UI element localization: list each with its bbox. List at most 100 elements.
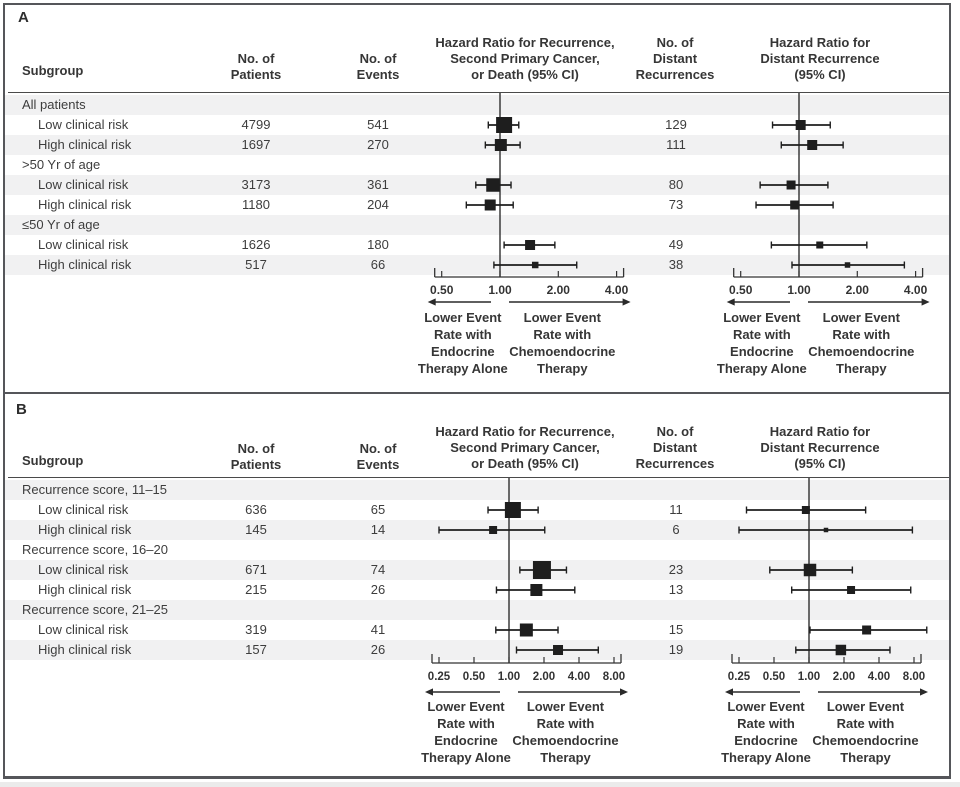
- table-row: All patients: [5, 95, 951, 115]
- axis-tick-label: 1.00: [798, 671, 820, 683]
- column-header-patients-line: No. of: [237, 441, 275, 456]
- cell-distant: 49: [668, 237, 684, 252]
- axis-tick-label: 2.00: [833, 671, 855, 683]
- column-header-events-line: No. of: [359, 51, 397, 66]
- cell-patients: 157: [245, 642, 267, 657]
- column-header-events-line: Events: [356, 457, 400, 472]
- axis-tick-label: 4.00: [904, 283, 928, 297]
- cell-distant: 80: [668, 177, 684, 192]
- table-row: High clinical risk 1697 270 111: [5, 135, 951, 155]
- cell-distant: 23: [668, 562, 684, 577]
- cell-patients: 4799: [241, 117, 271, 132]
- column-header-distant-recurrences-line: Recurrences: [635, 67, 715, 82]
- column-header-hr-distant-line: Distant Recurrence: [760, 51, 880, 66]
- annotation-chemoendocrine-line: Lower Event: [822, 310, 900, 325]
- table-row: ≤50 Yr of age: [5, 215, 951, 235]
- annotation-endocrine-line: Rate with: [732, 327, 791, 342]
- column-header-events-line: No. of: [359, 441, 397, 456]
- annotation-endocrine-line: Rate with: [437, 716, 495, 731]
- row-label: Low clinical risk: [38, 117, 129, 132]
- right-arrow-head: [622, 298, 631, 306]
- cell-distant: 129: [665, 117, 687, 132]
- table-row: Recurrence score, 16–20: [5, 540, 951, 560]
- cell-patients: 517: [245, 257, 267, 272]
- axis-tick-label: 0.50: [763, 671, 785, 683]
- cell-events: 14: [370, 522, 386, 537]
- column-header-events-line: Events: [356, 67, 400, 82]
- table-row: High clinical risk 517 66 38: [5, 255, 951, 275]
- left-arrow-head: [427, 298, 436, 306]
- annotation-chemoendocrine-line: Lower Event: [826, 699, 905, 714]
- cell-distant: 6: [672, 522, 680, 537]
- column-header-events: No. of Events: [328, 51, 428, 83]
- cell-distant: 38: [668, 257, 684, 272]
- panel-letter: A: [18, 9, 29, 26]
- cell-events: 541: [367, 117, 389, 132]
- row-label: Low clinical risk: [38, 562, 129, 577]
- table-row: >50 Yr of age: [5, 155, 951, 175]
- axis-tick-label: 2.00: [846, 283, 870, 297]
- annotation-chemoendocrine-line: Chemoendocrine: [812, 733, 919, 748]
- column-header-distant-recurrences: No. of Distant Recurrences: [615, 424, 735, 472]
- column-header-hr-distant-line: (95% CI): [794, 67, 846, 82]
- axis-tick-label: 8.00: [903, 671, 925, 683]
- right-arrow-head: [620, 688, 628, 696]
- cell-distant: 13: [668, 582, 684, 597]
- table-row: Low clinical risk 1626 180 49: [5, 235, 951, 255]
- column-header-hr-recurrence-line: Hazard Ratio for Recurrence,: [435, 35, 615, 50]
- row-label: Recurrence score, 21–25: [22, 602, 168, 617]
- annotation-endocrine-line: Endocrine: [734, 733, 798, 748]
- annotation-endocrine: Lower Event Rate with Endocrine Therapy Alo…: [687, 309, 837, 377]
- header-underline: [8, 477, 951, 478]
- annotation-chemoendocrine-line: Rate with: [533, 327, 592, 342]
- annotation-chemoendocrine-line: Chemoendocrine: [808, 344, 915, 359]
- cell-distant: 19: [668, 642, 684, 657]
- row-label: Recurrence score, 11–15: [22, 482, 168, 497]
- axis-tick-label: 0.25: [428, 671, 451, 683]
- table-row: Low clinical risk 319 41 15: [5, 620, 951, 640]
- cell-distant: 11: [669, 502, 683, 517]
- row-label: Recurrence score, 16–20: [22, 542, 168, 557]
- cell-distant: 73: [668, 197, 684, 212]
- cell-events: 180: [367, 237, 389, 252]
- left-arrow-head: [726, 298, 735, 306]
- table-row: Recurrence score, 21–25: [5, 600, 951, 620]
- annotation-endocrine: Lower Event Rate with Endocrine Therapy Alo…: [691, 698, 841, 766]
- column-header-hr-recurrence: Hazard Ratio for Recurrence, Second Prima…: [410, 35, 640, 83]
- cell-events: 270: [367, 137, 389, 152]
- table-row: Recurrence score, 11–15: [5, 480, 951, 500]
- column-header-distant-recurrences: No. of Distant Recurrences: [615, 35, 735, 83]
- cell-distant: 15: [668, 622, 684, 637]
- cell-patients: 3173: [241, 177, 271, 192]
- annotation-endocrine-line: Therapy Alone: [417, 361, 508, 376]
- column-header-events: No. of Events: [328, 441, 428, 473]
- axis-tick-label: 0.50: [729, 283, 753, 297]
- annotation-chemoendocrine-line: Lower Event: [526, 699, 605, 714]
- column-header-distant-recurrences-line: Distant: [652, 51, 698, 66]
- annotation-endocrine-line: Lower Event: [727, 699, 805, 714]
- axis-tick-label: 1.00: [787, 283, 811, 297]
- cell-events: 41: [370, 622, 386, 637]
- column-header-subgroup: Subgroup: [22, 63, 84, 78]
- column-header-hr-recurrence-line: Second Primary Cancer,: [450, 51, 600, 66]
- annotation-endocrine-line: Endocrine: [434, 733, 498, 748]
- axis-tick-label: 2.00: [547, 283, 571, 297]
- panel-letter: B: [16, 401, 27, 418]
- cell-patients: 145: [245, 522, 267, 537]
- row-label: >50 Yr of age: [22, 157, 101, 172]
- annotation-chemoendocrine-line: Therapy: [537, 361, 588, 376]
- axis-tick-label: 4.00: [568, 671, 590, 683]
- column-header-hr-recurrence-line: Hazard Ratio for Recurrence,: [435, 424, 615, 439]
- axis-tick-label: 4.00: [605, 283, 629, 297]
- annotation-chemoendocrine-line: Lower Event: [523, 310, 601, 325]
- row-label: High clinical risk: [38, 257, 132, 272]
- cell-events: 74: [370, 562, 386, 577]
- axis-tick-label: 0.50: [463, 671, 485, 683]
- cell-patients: 1626: [241, 237, 271, 252]
- annotation-endocrine: Lower Event Rate with Endocrine Therapy Alo…: [388, 309, 538, 377]
- column-header-distant-recurrences-line: No. of: [656, 35, 694, 50]
- column-header-patients-line: Patients: [230, 457, 282, 472]
- cell-events: 204: [367, 197, 389, 212]
- annotation-endocrine: Lower Event Rate with Endocrine Therapy Alo…: [391, 698, 541, 766]
- row-label: High clinical risk: [38, 582, 132, 597]
